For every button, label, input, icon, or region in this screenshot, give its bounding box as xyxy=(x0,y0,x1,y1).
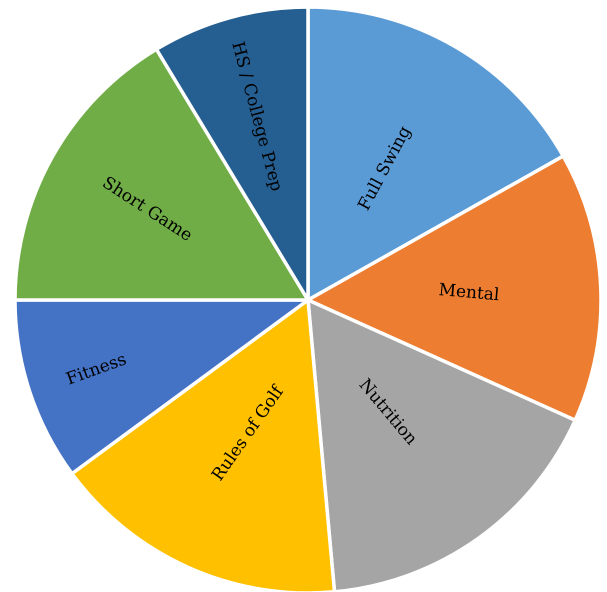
pie-slice-nutrition xyxy=(306,298,577,592)
pie-slice-rules-of-golf xyxy=(70,298,337,592)
pie-slice-short-game xyxy=(13,47,310,302)
pie-slice-fitness xyxy=(13,298,310,476)
pie-slice-mental xyxy=(306,154,603,422)
pie-slices xyxy=(13,5,603,592)
pie-slice-full-swing xyxy=(306,5,565,302)
pie-slice-hs-college-prep xyxy=(154,5,310,302)
